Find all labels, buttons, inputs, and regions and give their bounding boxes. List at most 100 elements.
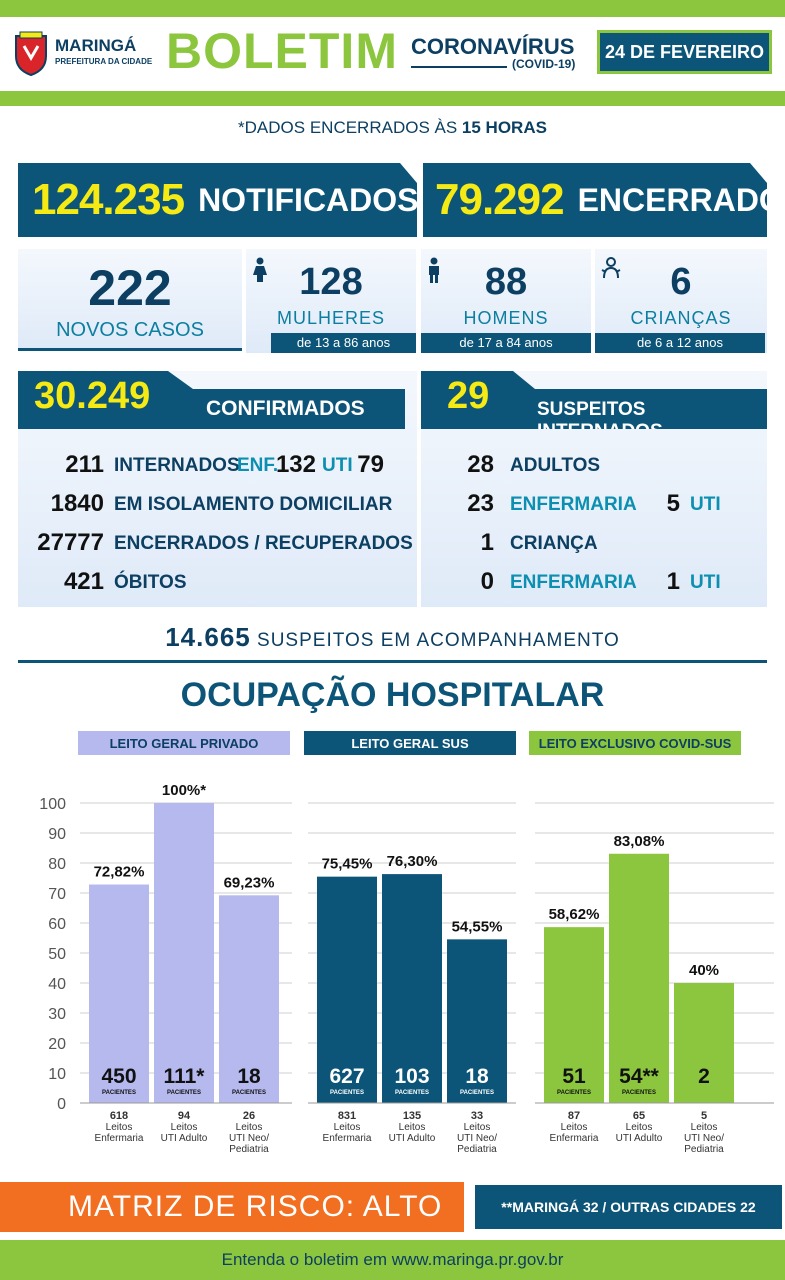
bar-beds-value: 33 — [471, 1110, 483, 1122]
y-tick-label: 30 — [48, 1006, 66, 1023]
men-age-range: de 17 a 84 anos — [421, 333, 591, 353]
susp-uti-adulto-value: 5 — [666, 490, 680, 517]
group-header-sus: LEITO GERAL SUS — [304, 731, 516, 755]
bar-category-label: UTI Neo/ — [684, 1133, 724, 1144]
bar-category-label: UTI Neo/ — [457, 1133, 497, 1144]
bar-percent-label: 76,30% — [387, 853, 438, 870]
acompanhamento-value: 14.665 — [165, 622, 251, 652]
susp-uti-adulto-label: UTI — [690, 494, 721, 515]
bar-category-label: Enfermaria — [550, 1133, 599, 1144]
bar-percent-label: 100%* — [162, 782, 206, 799]
bar-patients-value: 54** — [619, 1065, 660, 1088]
hospital-occupancy-chart: 0 10 20 30 40 50 60 70 80 90 100 72,82% 450 PACIENTES… — [39, 782, 774, 1155]
bar — [154, 803, 214, 1103]
bar-patients-value: 111* — [164, 1065, 206, 1088]
group-header-privado: LEITO GERAL PRIVADO — [78, 731, 290, 755]
children-age-range: de 6 a 12 anos — [595, 333, 765, 353]
bar-category-label: Enfermaria — [95, 1133, 144, 1144]
bar-percent-label: 69,23% — [224, 874, 275, 891]
section-divider — [18, 660, 767, 663]
child-icon — [601, 257, 621, 279]
encerrados-banner: 79.292 ENCERRADOS — [423, 163, 767, 237]
acompanhamento-label: SUSPEITOS EM ACOMPANHAMENTO — [250, 630, 620, 651]
footer-link[interactable]: Entenda o boletim em www.maringa.pr.gov.… — [0, 1240, 785, 1280]
susp-enf-crianca-label: ENFERMARIA — [510, 572, 637, 593]
bar-patients-value: 627 — [329, 1065, 364, 1088]
bar — [219, 895, 279, 1103]
susp-crianca-label: CRIANÇA — [510, 533, 598, 554]
bar-category-label: Leitos — [561, 1122, 588, 1133]
bar-percent-label: 75,45% — [322, 856, 373, 873]
bar-category-label: UTI Adulto — [161, 1133, 208, 1144]
bar-percent-label: 83,08% — [614, 833, 665, 850]
encerrados-value: 79.292 — [435, 175, 565, 224]
recuperados-value: 27777 — [37, 529, 104, 556]
isolamento-value: 1840 — [50, 490, 104, 517]
bar-category-label: Pediatria — [684, 1144, 724, 1155]
y-tick-label: 10 — [48, 1066, 66, 1083]
women-label: MULHERES — [276, 308, 386, 328]
bar-category-label: Pediatria — [457, 1144, 497, 1155]
children-card: 6 CRIANÇAS de 6 a 12 anos — [595, 249, 767, 353]
y-tick-label: 70 — [48, 886, 66, 903]
susp-adultos-value: 28 — [467, 451, 494, 478]
men-label: HOMENS — [463, 308, 549, 328]
bar — [609, 853, 669, 1103]
y-tick-label: 50 — [48, 946, 66, 963]
obitos-value: 421 — [63, 568, 104, 595]
confirmados-label: CONFIRMADOS — [206, 397, 365, 420]
y-tick-label: 90 — [48, 826, 66, 843]
topic-divider — [411, 66, 507, 68]
bar-beds-value: 87 — [568, 1110, 580, 1122]
bar-patients-value: 450 — [101, 1065, 136, 1088]
bar-beds-value: 65 — [633, 1110, 645, 1122]
cutoff-note: *DADOS ENCERRADOS ÀS 15 HORAS — [0, 118, 785, 138]
susp-adultos-label: ADULTOS — [510, 455, 601, 476]
susp-uti-crianca-value: 1 — [666, 568, 680, 595]
acompanhamento-line: 14.665 SUSPEITOS EM ACOMPANHAMENTO — [0, 622, 785, 653]
y-tick-label: 20 — [48, 1036, 66, 1053]
children-label: CRIANÇAS — [630, 308, 732, 328]
bar-patients-label: PACIENTES — [167, 1090, 201, 1096]
ocupacao-title: OCUPAÇÃO HOSPITALAR — [180, 676, 605, 714]
y-tick-label: 40 — [48, 976, 66, 993]
bar-beds-value: 135 — [403, 1110, 421, 1122]
obitos-label: ÓBITOS — [114, 572, 187, 593]
bar-percent-label: 58,62% — [549, 906, 600, 923]
women-value: 128 — [299, 261, 363, 303]
bar-patients-label: PACIENTES — [460, 1090, 494, 1096]
notificados-label: NOTIFICADOS — [198, 181, 419, 218]
bar-beds-value: 26 — [243, 1110, 255, 1122]
bar-beds-value: 831 — [338, 1110, 356, 1122]
bar-category-label: Leitos — [171, 1122, 198, 1133]
new-cases-value: 222 — [88, 260, 172, 316]
cutoff-time: 15 HORAS — [461, 118, 547, 137]
internados-value: 211 — [65, 451, 104, 478]
bar-beds-value: 618 — [110, 1110, 128, 1122]
suspeitos-label: SUSPEITOS INTERNADOS — [537, 399, 663, 429]
bar-category-label: UTI Adulto — [616, 1133, 663, 1144]
bar-percent-label: 40% — [689, 962, 719, 979]
uti-value: 79 — [357, 451, 384, 478]
bar-patients-label: PACIENTES — [557, 1090, 591, 1096]
recuperados-label: ENCERRADOS / RECUPERADOS — [114, 533, 413, 554]
female-icon — [253, 257, 267, 282]
new-cases-card: 222 NOVOS CASOS — [18, 249, 242, 351]
city-name: MARINGÁ — [55, 36, 137, 55]
bar-category-label: UTI Adulto — [389, 1133, 436, 1144]
susp-enf-adulto-value: 23 — [467, 490, 494, 517]
bar-patients-label: PACIENTES — [102, 1090, 136, 1096]
city-subtitle: PREFEITURA DA CIDADE — [55, 57, 153, 66]
bar-category-label: Leitos — [626, 1122, 653, 1133]
enf-value: 132 — [275, 451, 316, 478]
encerrados-label: ENCERRADOS — [577, 181, 785, 218]
bar-beds-value: 5 — [701, 1110, 707, 1122]
city-crest-icon — [12, 30, 50, 77]
susp-uti-crianca-label: UTI — [690, 572, 721, 593]
bar — [447, 939, 507, 1103]
group-header-covid-sus: LEITO EXCLUSIVO COVID-SUS — [529, 731, 741, 755]
y-tick-label: 80 — [48, 856, 66, 873]
children-value: 6 — [670, 261, 692, 303]
bar-category-label: Leitos — [691, 1122, 718, 1133]
bar-percent-label: 72,82% — [94, 864, 145, 881]
